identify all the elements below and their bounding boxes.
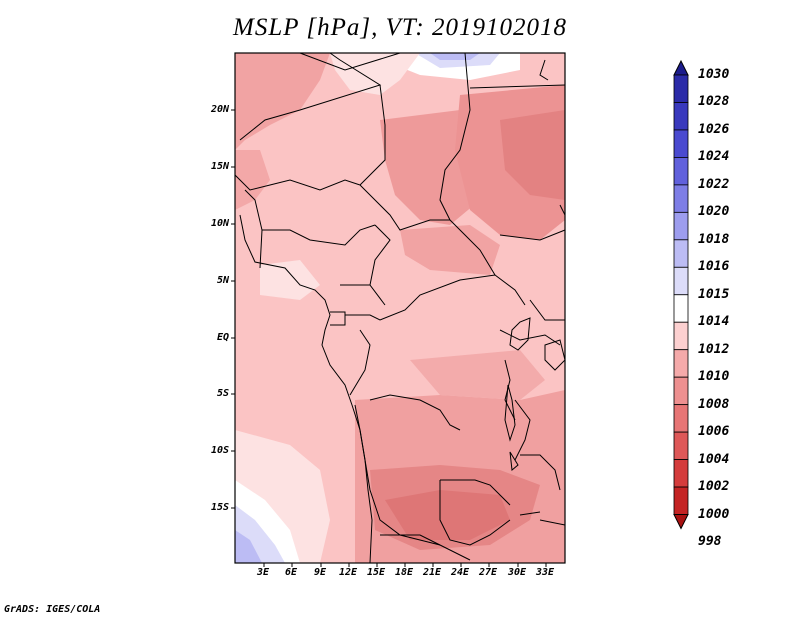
colorbar-label: 1008: [698, 396, 730, 412]
colorbar-swatch: [673, 294, 689, 323]
chart-title: MSLP [hPa], VT: 2019102018: [233, 14, 567, 41]
y-label-eq: EQ: [216, 332, 229, 343]
colorbar-swatch: [673, 486, 689, 515]
y-label-15s: 15S: [210, 502, 229, 513]
colorbar: [673, 59, 689, 530]
colorbar-label: 1000: [698, 506, 730, 522]
high-pressure-north-blue-core: [430, 53, 480, 60]
y-label-20n: 20N: [210, 104, 229, 115]
high-pressure-north-light: [330, 53, 420, 95]
low-pressure-sw-north: [235, 150, 270, 210]
x-label-15e: 15E: [367, 567, 386, 578]
colorbar-swatch: [673, 102, 689, 131]
colorbar-label: 1002: [698, 479, 730, 495]
colorbar-label: 1012: [698, 341, 730, 357]
colorbar-label: 1014: [698, 314, 730, 330]
high-pressure-gulf: [260, 260, 320, 300]
mslp-field: [235, 53, 565, 563]
low-pressure-sahara-north: [235, 53, 330, 150]
colorbar-label: 1015: [698, 286, 730, 302]
colorbar-swatch: [673, 74, 689, 103]
colorbar-swatch: [673, 239, 689, 268]
colorbar-swatch: [673, 211, 689, 241]
high-pressure-atlantic-blue-core: [235, 530, 262, 563]
x-label-33e: 33E: [536, 567, 555, 578]
x-label-30e: 30E: [508, 567, 527, 578]
colorbar-swatch: [673, 431, 689, 460]
x-label-18e: 18E: [395, 567, 414, 578]
colorbar-swatch: [673, 321, 689, 351]
colorbar-swatch: [673, 404, 689, 433]
footer-credit: GrADS: IGES/COLA: [4, 604, 101, 615]
y-axis-ticks: [231, 109, 235, 509]
colorbar-label: 1028: [698, 94, 730, 110]
y-label-10n: 10N: [210, 218, 229, 229]
x-label-24e: 24E: [451, 567, 470, 578]
country-borders: [234, 52, 566, 561]
colorbar-swatch: [673, 376, 689, 406]
coastline: [239, 59, 566, 564]
map-frame: [234, 52, 566, 564]
colorbar-swatch: [673, 459, 689, 488]
y-label-15n: 15N: [210, 161, 229, 172]
low-pressure-sudan-core: [500, 110, 565, 200]
x-label-21e: 21E: [423, 567, 442, 578]
colorbar-top-arrow: [673, 59, 689, 76]
colorbar-label: 1022: [698, 176, 730, 192]
y-label-5s: 5S: [216, 388, 229, 399]
colorbar-label: 1026: [698, 121, 730, 137]
colorbar-swatch: [673, 266, 689, 296]
x-axis-ticks: [263, 563, 547, 567]
x-label-6e: 6E: [285, 567, 298, 578]
moderate-congo: [410, 350, 545, 400]
colorbar-swatch: [673, 349, 689, 378]
x-label-9e: 9E: [314, 567, 327, 578]
colorbar-label: 1016: [698, 259, 730, 275]
x-label-3e: 3E: [257, 567, 270, 578]
colorbar-label: 998: [698, 534, 722, 549]
y-label-5n: 5N: [216, 275, 229, 286]
colorbar-label: 1018: [698, 231, 730, 247]
colorbar-swatch: [673, 184, 689, 213]
low-pressure-car: [400, 225, 500, 275]
colorbar-bottom-arrow: [673, 514, 689, 530]
x-label-27e: 27E: [479, 567, 498, 578]
colorbar-swatch: [673, 157, 689, 186]
colorbar-label: 1030: [698, 67, 730, 82]
colorbar-label: 1006: [698, 424, 730, 440]
colorbar-label: 1024: [698, 149, 730, 165]
y-label-10s: 10S: [210, 445, 229, 456]
x-label-12e: 12E: [339, 567, 358, 578]
colorbar-label: 1010: [698, 369, 730, 385]
colorbar-label: 1004: [698, 451, 730, 467]
colorbar-label: 1020: [698, 204, 730, 220]
low-pressure-south-deep: [385, 490, 510, 540]
colorbar-swatch: [673, 129, 689, 158]
